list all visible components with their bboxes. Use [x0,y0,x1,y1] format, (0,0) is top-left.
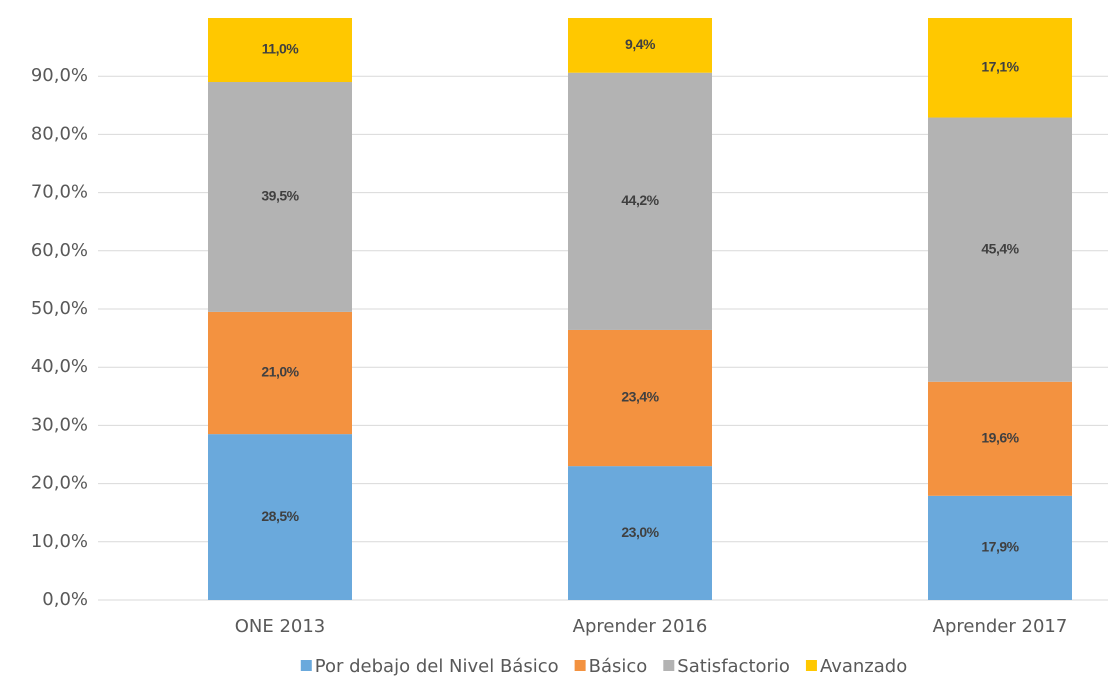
bar-segment [928,18,1072,118]
y-tick-label: 60,0% [31,240,88,261]
value-label: 23,4% [621,389,659,405]
y-tick-label: 10,0% [31,531,88,552]
y-tick-label: 0,0% [42,589,88,610]
y-tick-label: 70,0% [31,182,88,203]
x-tick-label: ONE 2013 [235,616,326,637]
value-label: 19,6% [981,429,1019,445]
value-label: 28,5% [261,508,299,524]
legend-swatch [663,660,675,671]
legend-label: Satisfactorio [677,656,790,677]
bar-segment [208,311,352,435]
value-label: 11,0% [262,41,299,57]
legend-swatch [805,660,817,671]
y-tick-label: 50,0% [31,298,88,319]
x-tick-label: Aprender 2017 [933,616,1068,637]
value-label: 39,5% [261,188,299,204]
value-label: 9,4% [625,36,656,52]
bar-segment [208,434,352,600]
bar-segment [928,381,1072,496]
bar-segment [928,117,1072,382]
legend-swatch [574,660,586,671]
x-tick-label: Aprender 2016 [573,616,708,637]
value-label: 44,2% [621,192,659,208]
bar-segment [208,18,352,83]
bar-segment [568,466,712,600]
legend-swatch [300,660,312,671]
bar-segment [568,18,712,73]
legend-label: Avanzado [820,656,907,677]
bar-segment [208,82,352,312]
bar-segment [568,72,712,330]
y-tick-label: 40,0% [31,356,88,377]
value-label: 17,1% [981,58,1019,74]
value-label: 17,9% [981,539,1019,555]
value-label: 23,0% [621,524,659,540]
legend-label: Por debajo del Nivel Básico [315,656,559,677]
value-label: 45,4% [981,240,1019,256]
legend-label: Básico [589,656,648,677]
y-tick-label: 30,0% [31,414,88,435]
y-tick-label: 90,0% [31,65,88,86]
value-label: 21,0% [261,364,299,380]
bar-segment [568,329,712,467]
y-tick-label: 80,0% [31,123,88,144]
y-tick-label: 20,0% [31,473,88,494]
bar-segment [928,495,1072,600]
